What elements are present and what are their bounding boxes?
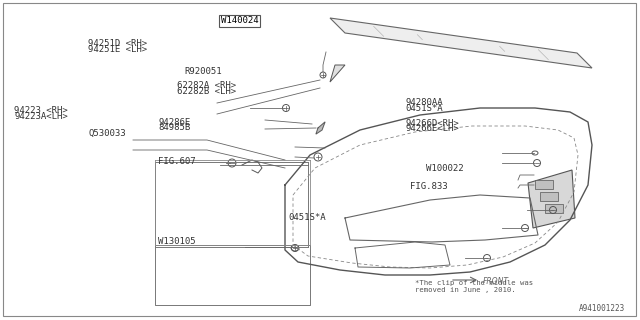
Text: W140024: W140024 (221, 16, 259, 25)
Text: 94286E: 94286E (158, 118, 190, 127)
Text: FIG.607: FIG.607 (158, 157, 196, 166)
Text: 94251D <RH>: 94251D <RH> (88, 39, 147, 48)
Text: A941001223: A941001223 (579, 304, 625, 313)
Text: 84985B: 84985B (158, 124, 190, 132)
Text: 94251E <LH>: 94251E <LH> (88, 45, 147, 54)
Text: 94223A<LH>: 94223A<LH> (14, 112, 68, 121)
Text: 94280AA: 94280AA (406, 98, 444, 107)
Text: W100022: W100022 (426, 164, 463, 173)
Text: W130105: W130105 (158, 237, 196, 246)
Text: 0451S*A: 0451S*A (288, 213, 326, 222)
Text: 62282A <RH>: 62282A <RH> (177, 81, 236, 90)
Polygon shape (316, 122, 325, 134)
Text: 94223 <RH>: 94223 <RH> (14, 106, 68, 115)
Text: FIG.833: FIG.833 (410, 182, 447, 191)
Bar (545, 204, 563, 213)
Polygon shape (330, 65, 345, 82)
Text: 62282B <LH>: 62282B <LH> (177, 87, 236, 96)
Bar (540, 192, 558, 201)
Bar (535, 180, 553, 189)
Text: Q530033: Q530033 (88, 129, 126, 138)
Text: 0451S*A: 0451S*A (406, 104, 444, 113)
Text: 94266E<LH>: 94266E<LH> (406, 124, 460, 133)
Text: FRONT: FRONT (483, 277, 509, 286)
Polygon shape (528, 170, 575, 228)
Text: 94266D<RH>: 94266D<RH> (406, 119, 460, 128)
Text: *The clip of the middle was
removed in June , 2010.: *The clip of the middle was removed in J… (415, 280, 533, 293)
Text: R920051: R920051 (184, 67, 222, 76)
Polygon shape (330, 18, 592, 68)
